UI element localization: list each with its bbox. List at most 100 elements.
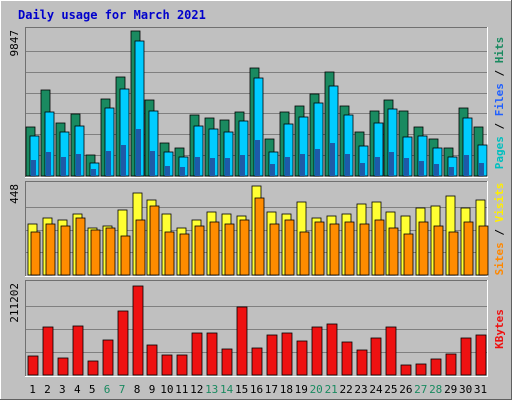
- bar-kbytes: [161, 354, 173, 376]
- x-tick-day: 2: [44, 383, 51, 396]
- bar-kbytes: [281, 332, 293, 376]
- x-tick-day: 24: [369, 383, 383, 396]
- bar-kbytes: [445, 353, 457, 376]
- bar-pages: [300, 154, 305, 176]
- bar-pages: [91, 169, 96, 176]
- bar-pages: [225, 158, 230, 176]
- bar-pages: [479, 163, 484, 176]
- bar-kbytes: [266, 334, 278, 376]
- bar-kbytes: [415, 363, 427, 376]
- bar-pages: [195, 157, 200, 176]
- bar-sites: [239, 219, 250, 276]
- x-tick-day: 8: [134, 383, 141, 396]
- x-tick-day: 3: [59, 383, 66, 396]
- bar-kbytes: [117, 310, 129, 376]
- bar-kbytes: [102, 339, 114, 376]
- bar-sites: [90, 229, 101, 276]
- bar-pages: [375, 157, 380, 176]
- bar-sites: [388, 227, 399, 276]
- bar-sites: [75, 217, 86, 276]
- bar-pages: [464, 155, 469, 176]
- x-tick-day: 17: [265, 383, 278, 396]
- bar-sites: [403, 233, 414, 276]
- x-tick-day: 20: [310, 383, 323, 396]
- x-tick-day: 12: [190, 383, 203, 396]
- bar-pages: [121, 145, 126, 176]
- bar-kbytes: [475, 334, 487, 376]
- x-tick-day: 6: [104, 383, 111, 396]
- bar-sites: [359, 223, 370, 276]
- bar-pages: [165, 166, 170, 176]
- bar-pages: [330, 143, 335, 176]
- x-tick-day: 28: [429, 383, 442, 396]
- bar-pages: [345, 154, 350, 176]
- bar-kbytes: [430, 358, 442, 376]
- x-tick-labels: 1 2 3 4 5 6 7 8 9 10 11 12 13 14 15 16 17 18 19 20 21 22 23 24 2…: [29, 383, 487, 396]
- bar-sites: [105, 227, 116, 276]
- y-max-label: 211202: [8, 283, 21, 323]
- bar-sites: [269, 223, 280, 276]
- bar-sites: [60, 225, 71, 276]
- x-tick-day: 31: [474, 383, 487, 396]
- panel-sites-visits: 448 Sites / Visits: [8, 181, 506, 277]
- bar-pages: [360, 163, 365, 176]
- bar-sites: [45, 223, 56, 276]
- bar-kbytes: [296, 340, 308, 376]
- legend-separator: /: [493, 63, 506, 83]
- x-tick-day: 21: [325, 383, 338, 396]
- legend-visits: Visits: [493, 183, 506, 223]
- bar-kbytes: [176, 354, 188, 376]
- chart-panels: 9847 Pages / Files / Hits 448 Sites / Visit…: [8, 27, 506, 377]
- bar-sites: [478, 225, 489, 276]
- bar-pages: [46, 152, 51, 176]
- panel-legend: KBytes: [493, 309, 506, 349]
- bar-kbytes: [385, 326, 397, 376]
- bar-pages: [31, 160, 36, 176]
- bar-sites: [120, 235, 131, 276]
- x-tick-day: 7: [119, 383, 126, 396]
- x-tick-day: 5: [89, 383, 96, 396]
- bar-pages: [434, 164, 439, 176]
- x-tick-day: 10: [160, 383, 173, 396]
- bar-sites: [448, 231, 459, 276]
- bar-sites: [374, 219, 385, 276]
- bar-pages: [240, 155, 245, 176]
- chart-title: Daily usage for March 2021: [18, 8, 206, 22]
- x-tick-day: 19: [295, 383, 308, 396]
- bar-pages: [136, 129, 141, 176]
- bar-pages: [419, 161, 424, 176]
- x-tick-day: 13: [205, 383, 218, 396]
- bar-kbytes: [400, 364, 412, 376]
- legend-separator: /: [493, 222, 506, 242]
- x-tick-day: 18: [280, 383, 293, 396]
- bar-kbytes: [57, 357, 69, 376]
- bar-sites: [299, 231, 310, 276]
- bar-kbytes: [370, 337, 382, 376]
- bar-kbytes: [251, 347, 263, 376]
- bar-pages: [449, 167, 454, 176]
- bar-sites: [179, 233, 190, 276]
- bar-pages: [210, 158, 215, 176]
- x-tick-day: 1: [29, 383, 36, 396]
- series-sites: [30, 197, 489, 276]
- legend-sites: Sites: [493, 242, 506, 275]
- bar-pages: [270, 164, 275, 176]
- x-tick-day: 23: [354, 383, 367, 396]
- bar-sites: [209, 221, 220, 276]
- y-max-label: 448: [8, 184, 21, 204]
- bar-pages: [315, 149, 320, 176]
- bar-pages: [404, 158, 409, 176]
- bar-pages: [150, 151, 155, 176]
- x-tick-day: 15: [235, 383, 248, 396]
- bar-pages: [76, 154, 81, 176]
- series-kbytes: [27, 285, 487, 376]
- legend-separator: /: [493, 116, 506, 136]
- bar-kbytes: [236, 306, 248, 376]
- bar-kbytes: [356, 349, 368, 376]
- panel-kbytes: 211202 KBytes: [8, 280, 506, 377]
- x-tick-day: 16: [250, 383, 263, 396]
- bar-sites: [30, 231, 41, 276]
- x-tick-day: 25: [384, 383, 397, 396]
